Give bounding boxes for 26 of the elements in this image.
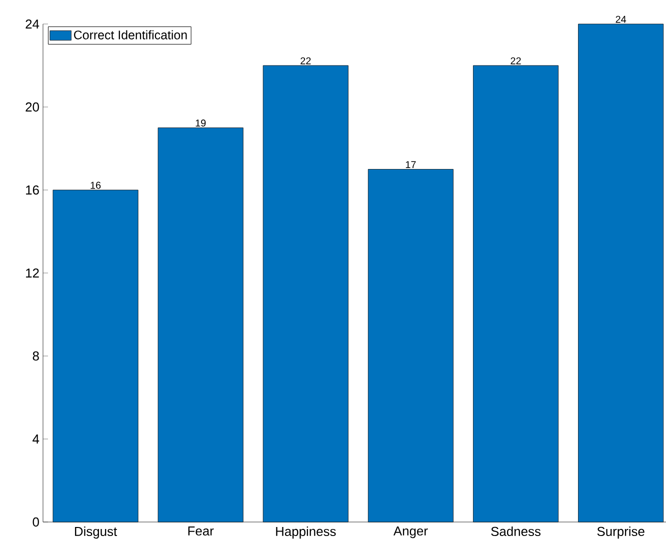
x-tick-label: Disgust — [75, 526, 118, 539]
y-tick-label: 24 — [26, 19, 40, 29]
data-label: 17 — [406, 161, 416, 168]
x-tick-label: Sadness — [491, 526, 541, 536]
data-label: 16 — [90, 182, 101, 189]
y-tick-label: 20 — [26, 102, 39, 112]
y-tick-label: 12 — [26, 268, 39, 278]
bar — [262, 65, 348, 522]
bar — [368, 169, 454, 522]
data-label: 22 — [300, 57, 311, 64]
x-tick-label: Anger — [393, 526, 428, 538]
bar — [52, 190, 138, 522]
y-tick-label: 0 — [32, 517, 39, 527]
x-tick-label: Happiness — [276, 526, 336, 539]
bar — [473, 65, 559, 522]
data-label: 24 — [616, 16, 626, 23]
legend-label: Correct Identification — [74, 30, 187, 40]
y-tick-label: 4 — [32, 434, 40, 444]
x-tick-label: Fear — [188, 526, 214, 536]
y-tick-label: 16 — [26, 185, 39, 195]
data-label: 19 — [196, 119, 206, 127]
data-label: 22 — [510, 57, 521, 64]
bar — [158, 128, 244, 522]
x-tick-label: Surprise — [597, 526, 644, 539]
bar — [578, 24, 664, 522]
y-tick-label: 8 — [32, 351, 39, 361]
